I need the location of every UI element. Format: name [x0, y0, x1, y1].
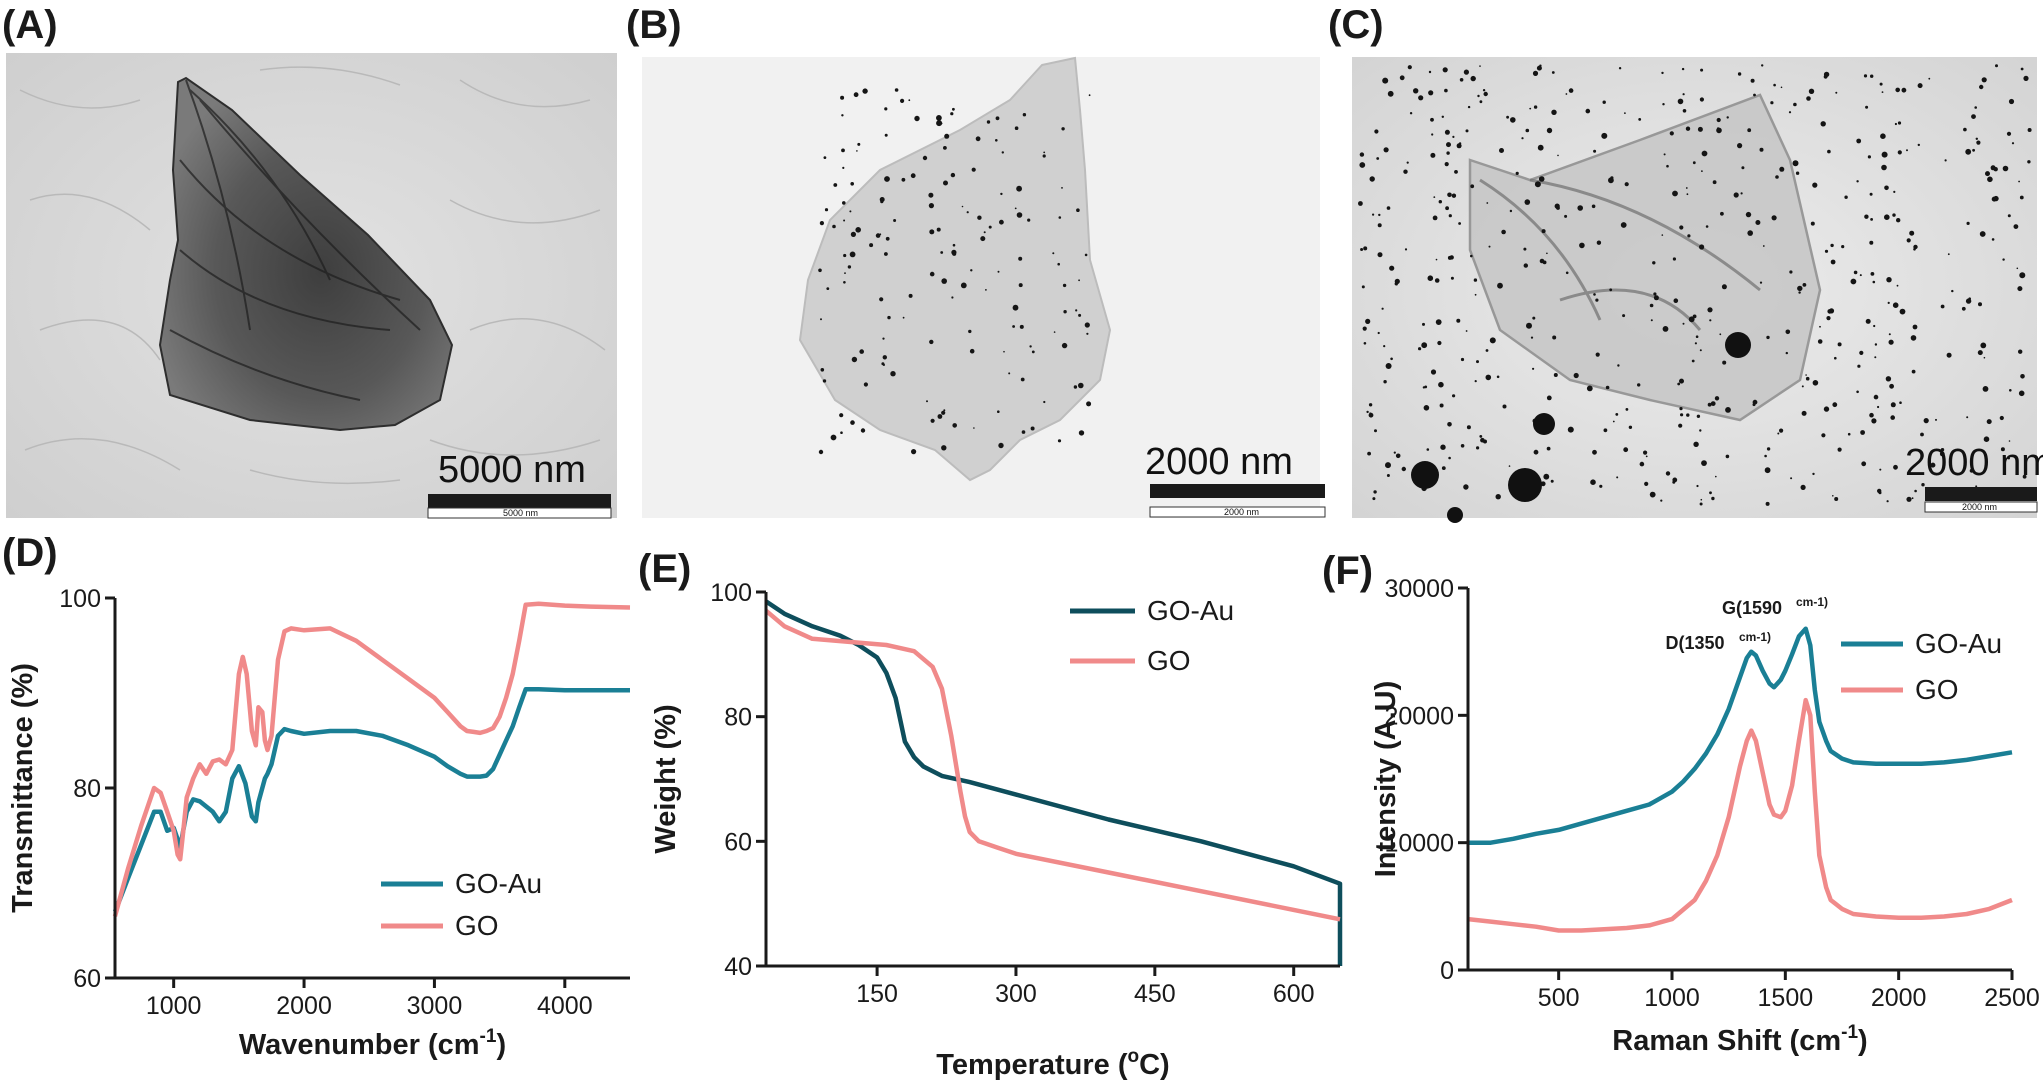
x-tick-label: 4000 [537, 992, 593, 1020]
x-tick-label: 600 [1273, 980, 1315, 1008]
x-tick-label: 150 [856, 980, 898, 1008]
panel-e: (E) 40 60 80 100 150 300 450 600 Weight (%) Tempe… [638, 547, 1343, 1081]
panel-f: (F) 0 10000 20000 30000 500 1000 1500 2000 2500 I… [1322, 549, 2040, 1057]
y-tick-label: 100 [59, 585, 101, 613]
x-tick-label: 2000 [1871, 984, 1927, 1012]
x-tick-label: 1500 [1758, 984, 1814, 1012]
panel-label-f: (F) [1322, 549, 1373, 593]
x-tick-label: 300 [995, 980, 1037, 1008]
legend-label-go-au: GO-Au [1915, 628, 2002, 659]
panel-d: (D) 60 80 100 1000 2000 3000 4000 Transmittance… [2, 531, 631, 1061]
legend-label-go: GO [1915, 674, 1959, 705]
y-tick-label: 10000 [1384, 830, 1454, 858]
scale-bar-c [1925, 487, 2037, 501]
x-tick-label: 2000 [276, 992, 332, 1020]
y-tick-label: 0 [1440, 957, 1454, 985]
panel-label-c: (C) [1328, 3, 1384, 47]
series-line-go-au [112, 686, 630, 913]
y-axis-label: Weight (%) [650, 704, 682, 853]
tem-flake-b [798, 56, 1112, 482]
x-tick-label: 450 [1134, 980, 1176, 1008]
y-axis-label: Transmittance (%) [7, 663, 39, 913]
legend-label-go-au: GO-Au [1147, 595, 1234, 626]
y-tick-label: 80 [724, 704, 752, 732]
peak-annotation: D(1350 [1665, 633, 1724, 653]
panel-label-b: (B) [626, 3, 682, 47]
panel-label-a: (A) [2, 3, 58, 47]
series-line-go-au [1468, 626, 2013, 845]
tem-flake-c-folds [1479, 178, 1761, 331]
scale-small-b: 2000 nm [1224, 507, 1259, 517]
y-tick-label: 30000 [1384, 575, 1454, 603]
chart-f: 0 10000 20000 30000 500 1000 1500 2000 2500 Inten… [1370, 575, 2040, 1057]
scale-label-a: 5000 nm [438, 449, 586, 491]
x-tick-label: 3000 [407, 992, 463, 1020]
x-tick-label: 2500 [1984, 984, 2040, 1012]
peak-annotation: G(1590 [1722, 598, 1782, 618]
panel-b: (B) 2000 nm 2000 nm [626, 3, 1326, 518]
tem-flake-a-wrinkles [169, 79, 421, 401]
x-axis-label: Temperature (oC) [936, 1046, 1169, 1081]
peak-annotation-sup: cm-1) [1739, 630, 1771, 644]
x-tick-label: 500 [1538, 984, 1580, 1012]
panel-label-d: (D) [2, 531, 58, 575]
y-axis-label: Intensity (A.U) [1370, 681, 1402, 878]
panel-c: (C) 2000 nm 2000 nm [1328, 3, 2043, 523]
chart-e: 40 60 80 100 150 300 450 600 Weight (%) Temperatu… [650, 579, 1343, 1081]
y-tick-label: 60 [73, 965, 101, 993]
tem-image-a-texture [19, 66, 606, 485]
scale-label-b: 2000 nm [1145, 441, 1293, 483]
x-tick-label: 1000 [146, 992, 202, 1020]
scale-box-a [427, 507, 612, 519]
scale-small-a: 5000 nm [503, 508, 538, 518]
x-axis-label: Raman Shift (cm-1) [1612, 1022, 1867, 1057]
series-line-go [1467, 697, 2013, 933]
y-tick-label: 40 [724, 953, 752, 981]
scale-box-c [1924, 501, 2038, 513]
legend-label-go-au: GO-Au [455, 868, 542, 899]
tem-nanoparticles-b [818, 88, 1092, 455]
panel-a: (A) 5000 nm 5000 nm [2, 3, 617, 519]
peak-annotation-sup: cm-1) [1796, 595, 1828, 609]
panel-label-e: (E) [638, 547, 691, 591]
y-tick-label: 60 [724, 828, 752, 856]
tem-flake-a [158, 76, 454, 432]
chart-d: 60 80 100 1000 2000 3000 4000 Transmittance (%)… [7, 585, 631, 1061]
y-tick-label: 80 [73, 775, 101, 803]
scale-bar-a [428, 494, 611, 508]
scale-bar-b [1150, 484, 1325, 498]
x-axis-label: Wavenumber (cm-1) [239, 1026, 506, 1061]
y-tick-label: 100 [710, 579, 752, 607]
tem-aggregates-c [1411, 332, 1751, 523]
scale-box-b [1149, 506, 1326, 518]
scale-small-c: 2000 nm [1962, 502, 1997, 512]
series-line-go [112, 601, 631, 917]
series-line-go [764, 608, 1341, 922]
legend-label-go: GO [1147, 645, 1191, 676]
series-line-go-au [764, 599, 1343, 966]
y-tick-label: 20000 [1384, 702, 1454, 730]
legend-label-go: GO [455, 910, 499, 941]
x-tick-label: 1000 [1644, 984, 1700, 1012]
scale-label-c: 2000 nm [1905, 442, 2043, 484]
